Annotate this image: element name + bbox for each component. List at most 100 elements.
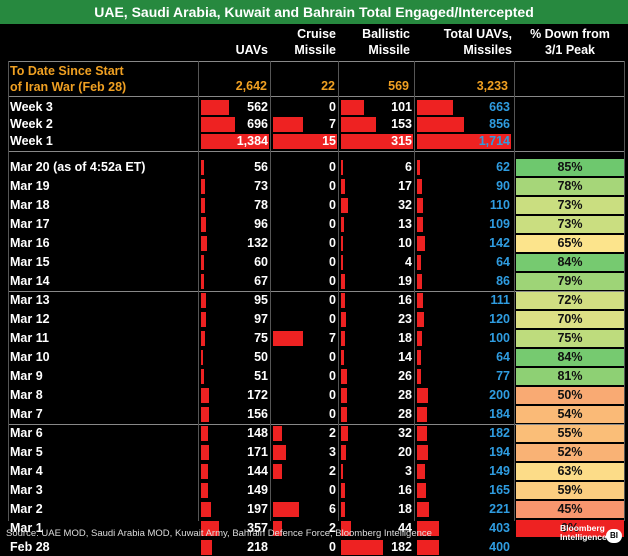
ballistic-value: 16 — [398, 483, 412, 497]
uavs-bar — [201, 160, 204, 175]
total-cell: 165 — [416, 482, 514, 499]
uavs-value: 171 — [247, 445, 268, 459]
total-value: 109 — [489, 217, 510, 231]
cruise-cell: 15 — [272, 133, 340, 150]
total-bar — [417, 331, 422, 346]
header-pct: % Down from 3/1 Peak — [516, 24, 624, 60]
ballistic-cell: 13 — [340, 216, 416, 233]
ballistic-cell: 6 — [340, 159, 416, 176]
total-bar — [417, 483, 426, 498]
ballistic-bar — [341, 331, 345, 346]
ballistic-value: 28 — [398, 407, 412, 421]
total-bar — [417, 255, 421, 270]
row-label: Mar 2 — [10, 502, 43, 516]
header-ballistic-line1: Ballistic — [362, 27, 410, 41]
cruise-cell: 7 — [272, 116, 340, 133]
ballistic-bar — [341, 117, 376, 132]
total-cell: 111 — [416, 292, 514, 309]
total-cell: 142 — [416, 235, 514, 252]
cruise-value: 7 — [329, 117, 336, 131]
uavs-value: 562 — [247, 100, 268, 114]
bi-logo-icon: BI — [606, 529, 622, 543]
ballistic-bar — [341, 134, 413, 149]
total-cell: 1,714 — [416, 133, 514, 150]
pct-cell: 85% — [516, 159, 624, 176]
cruise-cell: 2 — [272, 425, 340, 442]
row-label: Feb 28 — [10, 540, 50, 554]
uavs-value: 218 — [247, 540, 268, 554]
cruise-bar — [273, 445, 286, 460]
cruise-cell: 0 — [272, 387, 340, 404]
ballistic-value: 182 — [391, 540, 412, 554]
total-value: 120 — [489, 312, 510, 326]
ballistic-bar — [341, 160, 343, 175]
header-cruise: Cruise Missile — [272, 24, 336, 60]
cruise-value: 15 — [322, 134, 336, 148]
uavs-value: 696 — [247, 117, 268, 131]
row-label: Mar 8 — [10, 388, 43, 402]
cruise-cell: 0 — [272, 254, 340, 271]
header-ballistic-line2: Missile — [368, 43, 410, 57]
uavs-bar — [201, 445, 209, 460]
total-value: 86 — [496, 274, 510, 288]
cruise-bar — [273, 521, 282, 536]
total-bar — [417, 236, 425, 251]
total-cell: 194 — [416, 444, 514, 461]
ballistic-value: 18 — [398, 331, 412, 345]
total-bar — [417, 502, 429, 517]
cruise-bar — [273, 464, 282, 479]
cruise-bar — [273, 502, 299, 517]
cruise-cell: 0 — [272, 349, 340, 366]
ballistic-cell: 17 — [340, 178, 416, 195]
total-cell: 62 — [416, 159, 514, 176]
ballistic-cell: 101 — [340, 99, 416, 116]
row-label: Mar 20 (as of 4:52a ET) — [10, 160, 146, 174]
uavs-value: 144 — [247, 464, 268, 478]
uavs-cell: 75 — [200, 330, 272, 347]
uavs-cell: 132 — [200, 235, 272, 252]
row-label: Mar 16 — [10, 236, 50, 250]
ballistic-cell: 18 — [340, 330, 416, 347]
uavs-bar — [201, 198, 205, 213]
total-bar — [417, 350, 421, 365]
uavs-value: 97 — [254, 312, 268, 326]
column-separator — [624, 61, 625, 521]
row-label: Mar 19 — [10, 179, 50, 193]
row-label: Mar 12 — [10, 312, 50, 326]
ballistic-value: 10 — [398, 236, 412, 250]
column-separator — [270, 61, 271, 521]
table-row: Mar 3 149 0 16 165 59% — [0, 482, 628, 499]
cruise-bar — [273, 426, 282, 441]
total-value: 200 — [489, 388, 510, 402]
cruise-bar — [273, 134, 337, 149]
to-date-bottom-rule — [8, 96, 624, 97]
uavs-bar — [201, 179, 205, 194]
uavs-value: 132 — [247, 236, 268, 250]
ballistic-bar — [341, 521, 351, 536]
uavs-value: 60 — [254, 255, 268, 269]
row-label: Mar 14 — [10, 274, 50, 288]
ballistic-bar — [341, 293, 345, 308]
column-separator — [8, 61, 9, 521]
cruise-value: 0 — [329, 369, 336, 383]
row-label: Mar 7 — [10, 407, 43, 421]
total-value: 62 — [496, 160, 510, 174]
uavs-bar — [201, 350, 203, 365]
ballistic-value: 17 — [398, 179, 412, 193]
cruise-cell: 7 — [272, 330, 340, 347]
total-cell: 64 — [416, 349, 514, 366]
week-separator-rule — [8, 291, 624, 292]
cruise-cell: 0 — [272, 197, 340, 214]
uavs-bar — [201, 331, 205, 346]
total-value: 403 — [489, 521, 510, 535]
cruise-cell: 0 — [272, 178, 340, 195]
uavs-bar — [201, 274, 204, 289]
total-bar — [417, 521, 439, 536]
cruise-cell: 0 — [272, 273, 340, 290]
table-row: Mar 8 172 0 28 200 50% — [0, 387, 628, 404]
uavs-value: 1,384 — [236, 134, 268, 148]
uavs-bar — [201, 255, 204, 270]
chart-title: UAE, Saudi Arabia, Kuwait and Bahrain To… — [0, 0, 628, 24]
total-value: 182 — [489, 426, 510, 440]
header-cruise-line1: Cruise — [297, 27, 336, 41]
